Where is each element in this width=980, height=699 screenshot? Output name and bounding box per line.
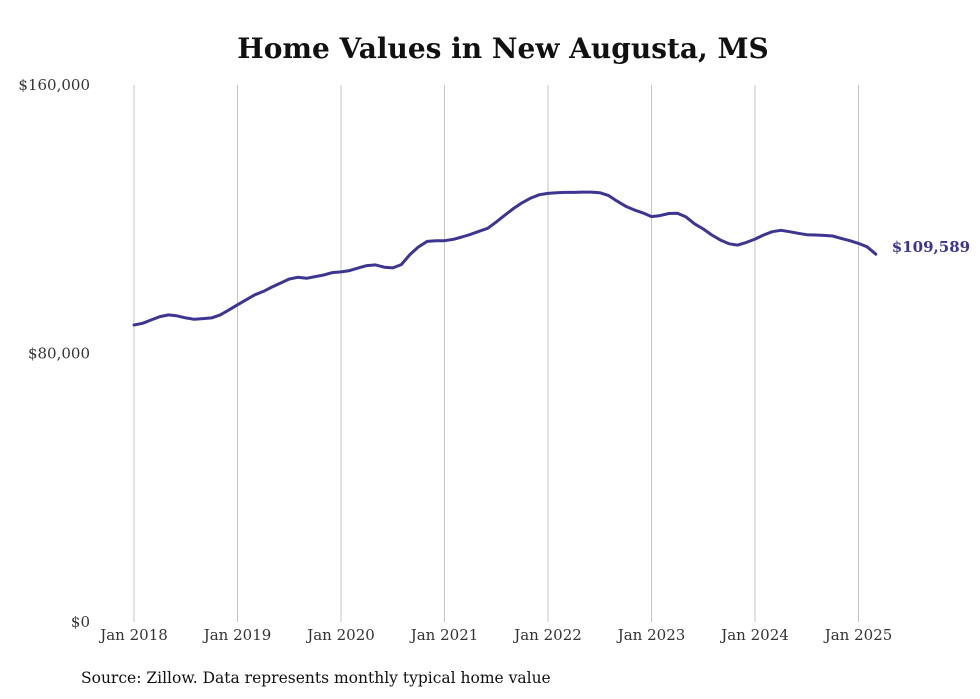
end-value-label: $109,589	[892, 238, 970, 256]
chart-title: Home Values in New Augusta, MS	[237, 32, 769, 65]
y-axis-ticks: $0 $80,000 $160,000	[18, 76, 90, 631]
y-tick-label: $160,000	[18, 76, 90, 94]
x-tick-label: Jan 2023	[616, 626, 686, 644]
x-tick-label: Jan 2024	[719, 626, 789, 644]
x-tick-label: Jan 2019	[202, 626, 272, 644]
source-note: Source: Zillow. Data represents monthly …	[81, 669, 551, 687]
x-axis-ticks: Jan 2018 Jan 2019 Jan 2020 Jan 2021 Jan 2022…	[98, 626, 892, 644]
x-tick-label: Jan 2022	[512, 626, 582, 644]
x-tick-label: Jan 2020	[305, 626, 375, 644]
series-line	[132, 190, 878, 327]
x-tick-label: Jan 2025	[823, 626, 893, 644]
y-tick-label: $80,000	[28, 345, 90, 363]
x-tick-label: Jan 2018	[98, 626, 168, 644]
x-tick-label: Jan 2021	[409, 626, 479, 644]
y-tick-label: $0	[71, 613, 90, 631]
gridlines	[133, 85, 859, 622]
